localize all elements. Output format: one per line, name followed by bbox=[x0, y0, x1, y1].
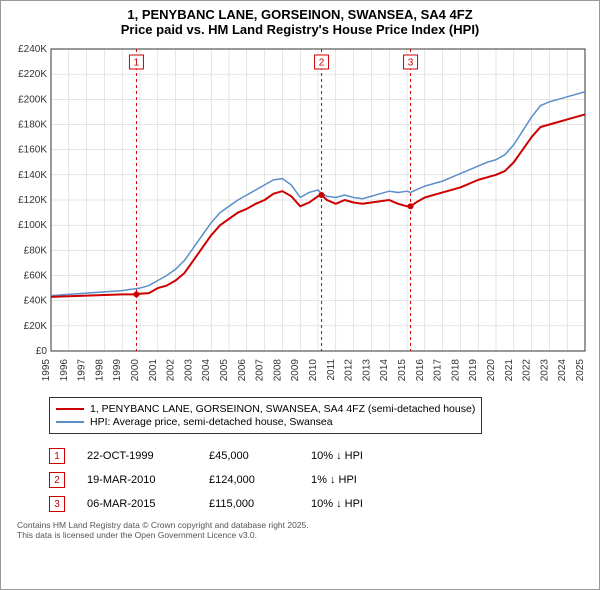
svg-text:2008: 2008 bbox=[272, 359, 283, 382]
svg-text:1999: 1999 bbox=[112, 359, 123, 382]
svg-text:2022: 2022 bbox=[522, 359, 533, 382]
legend-label: HPI: Average price, semi-detached house,… bbox=[90, 416, 333, 428]
svg-text:2017: 2017 bbox=[433, 359, 444, 382]
event-row: 1 22-OCT-1999 £45,000 10% ↓ HPI bbox=[49, 448, 591, 464]
svg-text:1: 1 bbox=[134, 58, 140, 69]
svg-text:2024: 2024 bbox=[557, 359, 568, 382]
svg-text:£60K: £60K bbox=[24, 271, 48, 282]
svg-text:2: 2 bbox=[319, 58, 325, 69]
svg-text:£220K: £220K bbox=[18, 69, 47, 80]
event-date: 19-MAR-2010 bbox=[87, 474, 187, 486]
title-line-2: Price paid vs. HM Land Registry's House … bbox=[9, 22, 591, 37]
svg-text:£40K: £40K bbox=[24, 296, 48, 307]
svg-text:2021: 2021 bbox=[504, 359, 515, 382]
legend-item: HPI: Average price, semi-detached house,… bbox=[56, 416, 475, 428]
svg-text:2006: 2006 bbox=[237, 359, 248, 382]
svg-text:£160K: £160K bbox=[18, 145, 47, 156]
event-price: £45,000 bbox=[209, 450, 289, 462]
svg-text:2007: 2007 bbox=[255, 359, 266, 382]
event-marker: 1 bbox=[49, 448, 65, 464]
svg-text:3: 3 bbox=[408, 58, 414, 69]
event-hpi: 10% ↓ HPI bbox=[311, 498, 401, 510]
svg-text:2004: 2004 bbox=[201, 359, 212, 382]
svg-text:2012: 2012 bbox=[344, 359, 355, 382]
event-price: £124,000 bbox=[209, 474, 289, 486]
legend-label: 1, PENYBANC LANE, GORSEINON, SWANSEA, SA… bbox=[90, 403, 475, 415]
legend: 1, PENYBANC LANE, GORSEINON, SWANSEA, SA… bbox=[49, 397, 482, 434]
svg-text:£20K: £20K bbox=[24, 321, 48, 332]
svg-text:2011: 2011 bbox=[326, 359, 337, 381]
event-hpi: 1% ↓ HPI bbox=[311, 474, 401, 486]
svg-text:1997: 1997 bbox=[77, 359, 88, 382]
svg-text:2015: 2015 bbox=[397, 359, 408, 382]
svg-text:2000: 2000 bbox=[130, 359, 141, 382]
svg-text:2010: 2010 bbox=[308, 359, 319, 382]
event-hpi: 10% ↓ HPI bbox=[311, 450, 401, 462]
svg-text:2002: 2002 bbox=[166, 359, 177, 382]
event-row: 2 19-MAR-2010 £124,000 1% ↓ HPI bbox=[49, 472, 591, 488]
svg-text:2001: 2001 bbox=[148, 359, 159, 382]
event-marker: 3 bbox=[49, 496, 65, 512]
svg-text:2005: 2005 bbox=[219, 359, 230, 382]
chart-title-block: 1, PENYBANC LANE, GORSEINON, SWANSEA, SA… bbox=[9, 7, 591, 37]
svg-text:2023: 2023 bbox=[539, 359, 550, 382]
footer-line-2: This data is licensed under the Open Gov… bbox=[17, 530, 583, 540]
event-price: £115,000 bbox=[209, 498, 289, 510]
events-table: 1 22-OCT-1999 £45,000 10% ↓ HPI 2 19-MAR-2010… bbox=[49, 448, 591, 512]
event-marker: 2 bbox=[49, 472, 65, 488]
svg-text:2020: 2020 bbox=[486, 359, 497, 382]
svg-text:2025: 2025 bbox=[575, 359, 586, 382]
legend-swatch bbox=[56, 421, 84, 423]
svg-text:1995: 1995 bbox=[41, 359, 52, 382]
event-date: 22-OCT-1999 bbox=[87, 450, 187, 462]
footer-line-1: Contains HM Land Registry data © Crown c… bbox=[17, 520, 583, 530]
event-row: 3 06-MAR-2015 £115,000 10% ↓ HPI bbox=[49, 496, 591, 512]
svg-text:2016: 2016 bbox=[415, 359, 426, 382]
svg-text:2018: 2018 bbox=[450, 359, 461, 382]
svg-text:£100K: £100K bbox=[18, 220, 47, 231]
chart-area: £0 £20K £40K £60K £80K £100K £120K £140K £160K £1… bbox=[9, 41, 591, 391]
svg-text:2014: 2014 bbox=[379, 359, 390, 382]
svg-text:2009: 2009 bbox=[290, 359, 301, 382]
legend-swatch bbox=[56, 408, 84, 410]
svg-text:£180K: £180K bbox=[18, 120, 47, 131]
svg-text:£0: £0 bbox=[36, 346, 48, 357]
svg-text:1996: 1996 bbox=[59, 359, 70, 382]
title-line-1: 1, PENYBANC LANE, GORSEINON, SWANSEA, SA… bbox=[9, 7, 591, 22]
svg-text:2013: 2013 bbox=[361, 359, 372, 382]
svg-text:1998: 1998 bbox=[94, 359, 105, 382]
event-date: 06-MAR-2015 bbox=[87, 498, 187, 510]
line-chart: £0 £20K £40K £60K £80K £100K £120K £140K £160K £1… bbox=[9, 41, 591, 391]
svg-text:£80K: £80K bbox=[24, 245, 48, 256]
svg-text:£200K: £200K bbox=[18, 94, 47, 105]
svg-text:£140K: £140K bbox=[18, 170, 47, 181]
svg-text:2003: 2003 bbox=[183, 359, 194, 382]
legend-item: 1, PENYBANC LANE, GORSEINON, SWANSEA, SA… bbox=[56, 403, 475, 415]
svg-text:2019: 2019 bbox=[468, 359, 479, 382]
svg-text:£240K: £240K bbox=[18, 44, 47, 55]
footer-attribution: Contains HM Land Registry data © Crown c… bbox=[17, 520, 583, 540]
svg-text:£120K: £120K bbox=[18, 195, 47, 206]
